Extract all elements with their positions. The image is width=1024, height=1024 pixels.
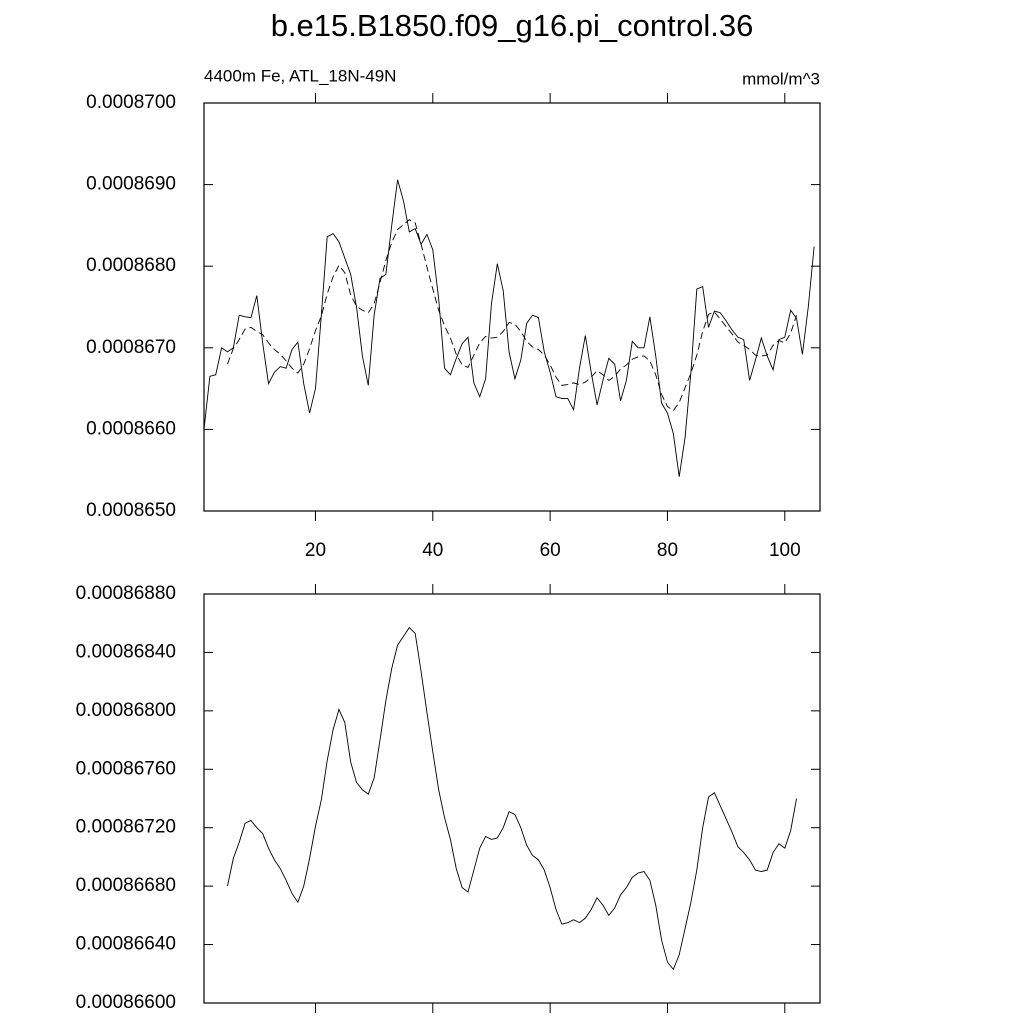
plot-frame — [203, 102, 821, 512]
y-tick-label: 0.00086840 — [76, 641, 176, 662]
x-tick-label: 80 — [657, 540, 678, 561]
data-line — [203, 179, 815, 477]
y-tick-label: 0.0008680 — [86, 255, 176, 276]
y-tick-label: 0.00086680 — [76, 875, 176, 896]
y-tick-label: 0.0008660 — [86, 418, 176, 439]
x-tick-label: 40 — [422, 540, 443, 561]
y-tick-label: 0.0008700 — [86, 92, 176, 113]
data-line — [227, 626, 797, 971]
x-tick-label: 100 — [769, 540, 801, 561]
y-tick-label: 0.00086720 — [76, 817, 176, 838]
chart-title: b.e15.B1850.f09_g16.pi_control.36 — [271, 8, 754, 43]
y-tick-label: 0.00086800 — [76, 700, 176, 721]
y-tick-label: 0.00086600 — [76, 992, 176, 1013]
y-tick-label: 0.00086640 — [76, 934, 176, 955]
y-tick-label: 0.00086880 — [76, 583, 176, 604]
units-label: mmol/m^3 — [742, 69, 820, 88]
y-tick-label: 0.00086760 — [76, 758, 176, 779]
x-tick-label: 20 — [305, 540, 326, 561]
smoothed-line — [227, 219, 797, 412]
subtitle: 4400m Fe, ATL_18N-49N — [204, 66, 396, 85]
x-tick-label: 60 — [540, 540, 561, 561]
plot-frame — [203, 593, 821, 1004]
y-tick-label: 0.0008650 — [86, 500, 176, 521]
y-tick-label: 0.0008690 — [86, 174, 176, 195]
y-tick-label: 0.0008670 — [86, 337, 176, 358]
